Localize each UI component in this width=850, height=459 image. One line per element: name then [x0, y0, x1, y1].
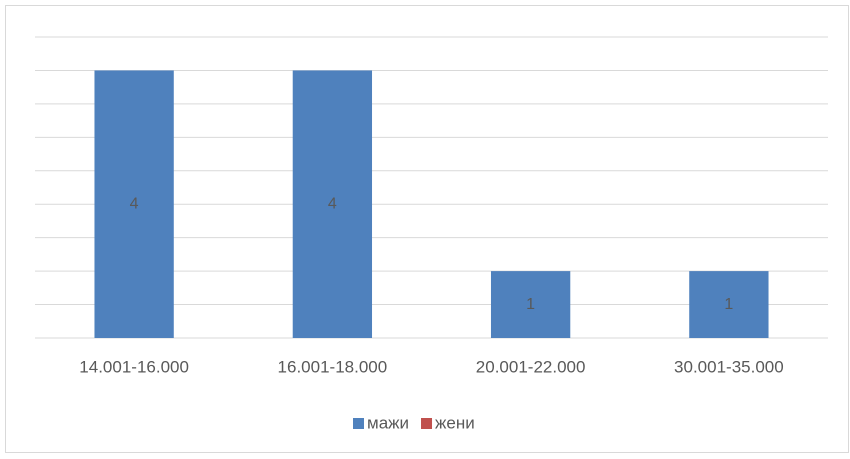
bar	[292, 70, 373, 338]
x-tick-label: 16.001-18.000	[278, 357, 388, 376]
data-label: 1	[526, 296, 535, 313]
data-label: 1	[724, 296, 733, 313]
legend-label: жени	[435, 413, 475, 432]
legend-label: мажи	[367, 413, 409, 432]
data-label: 4	[130, 195, 139, 212]
legend-swatch	[353, 418, 364, 429]
bar	[689, 271, 769, 338]
bar	[490, 271, 571, 338]
data-label: 4	[328, 195, 337, 212]
legend-swatch	[421, 418, 433, 429]
x-tick-label: 30.001-35.000	[674, 357, 784, 376]
x-tick-label: 14.001-16.000	[79, 357, 189, 376]
bar	[94, 70, 174, 338]
x-tick-label: 20.001-22.000	[476, 357, 586, 376]
